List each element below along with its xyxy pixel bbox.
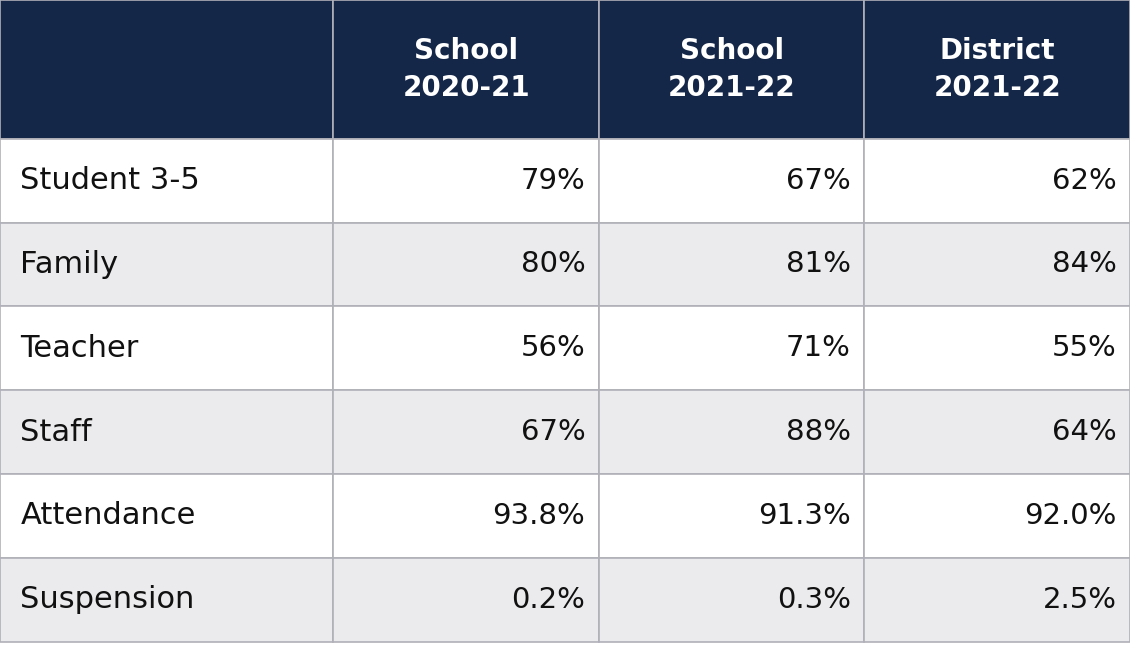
Bar (333, 306, 599, 390)
Text: 92.0%: 92.0% (1024, 502, 1116, 530)
Bar (333, 474, 599, 558)
Text: 79%: 79% (521, 166, 585, 195)
Text: 91.3%: 91.3% (758, 502, 851, 530)
Text: 67%: 67% (521, 418, 585, 446)
Bar (599, 139, 864, 223)
Bar (333, 390, 599, 474)
Text: 0.2%: 0.2% (512, 586, 585, 614)
Bar (599, 0, 864, 139)
Text: 62%: 62% (1052, 166, 1116, 195)
Text: 56%: 56% (521, 334, 585, 362)
Text: 0.3%: 0.3% (777, 586, 851, 614)
Bar (333, 0, 599, 139)
Bar (864, 306, 1130, 390)
Bar (333, 223, 599, 306)
Bar (0, 558, 333, 642)
Bar (864, 390, 1130, 474)
Bar (0, 0, 333, 139)
Text: District
2021-22: District 2021-22 (933, 37, 1061, 102)
Text: School
2020-21: School 2020-21 (402, 37, 530, 102)
Text: School
2021-22: School 2021-22 (668, 37, 796, 102)
Text: Suspension: Suspension (20, 586, 194, 614)
Bar (864, 223, 1130, 306)
Text: 80%: 80% (521, 250, 585, 279)
Bar (333, 139, 599, 223)
Bar (599, 390, 864, 474)
Text: 88%: 88% (785, 418, 851, 446)
Text: 84%: 84% (1052, 250, 1116, 279)
Text: 55%: 55% (1052, 334, 1116, 362)
Bar (599, 306, 864, 390)
Bar (0, 139, 333, 223)
Text: 64%: 64% (1052, 418, 1116, 446)
Bar (864, 139, 1130, 223)
Text: Attendance: Attendance (20, 502, 195, 530)
Text: 93.8%: 93.8% (493, 502, 585, 530)
Bar (599, 474, 864, 558)
Text: 67%: 67% (786, 166, 851, 195)
Bar (599, 558, 864, 642)
Text: 2.5%: 2.5% (1043, 586, 1116, 614)
Bar (333, 558, 599, 642)
Bar (0, 474, 333, 558)
Bar (599, 223, 864, 306)
Bar (0, 223, 333, 306)
Bar (0, 306, 333, 390)
Bar (864, 0, 1130, 139)
Bar (864, 558, 1130, 642)
Text: 71%: 71% (786, 334, 851, 362)
Bar (864, 474, 1130, 558)
Text: Family: Family (20, 250, 119, 279)
Text: 81%: 81% (785, 250, 851, 279)
Text: Staff: Staff (20, 418, 92, 446)
Text: Teacher: Teacher (20, 334, 139, 362)
Bar (0, 390, 333, 474)
Text: Student 3-5: Student 3-5 (20, 166, 200, 195)
